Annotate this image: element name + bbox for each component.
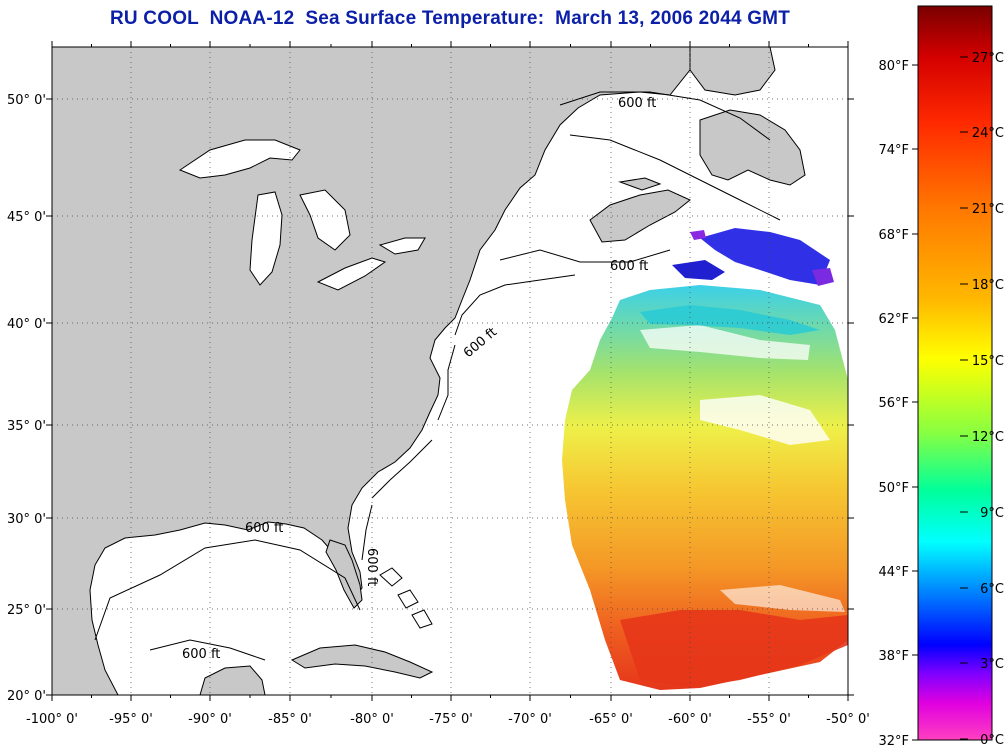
axis-ticks bbox=[46, 41, 854, 701]
colorbar bbox=[917, 5, 993, 741]
colorbar-fahrenheit-label: 32°F bbox=[878, 734, 909, 749]
colorbar-celsius-label: 24°C bbox=[972, 126, 1004, 141]
colorbar-fahrenheit-labels: 80°F 74°F 68°F 62°F 56°F 50°F 44°F 38°F 32°F bbox=[878, 59, 909, 749]
svg-text:600 ft: 600 ft bbox=[245, 521, 283, 536]
sst-swath bbox=[562, 228, 848, 690]
land-pei bbox=[618, 177, 662, 191]
longitude-label: -70° 0' bbox=[508, 712, 552, 727]
land-labrador bbox=[689, 47, 776, 96]
latitude-label: 45° 0' bbox=[7, 210, 46, 225]
land-bahamas bbox=[379, 567, 433, 629]
colorbar-ticks bbox=[912, 56, 968, 741]
svg-text:600 ft: 600 ft bbox=[182, 647, 220, 662]
map-frame bbox=[51, 46, 849, 696]
colorbar-fahrenheit-label: 44°F bbox=[878, 565, 909, 580]
land-newfoundland bbox=[699, 109, 806, 186]
lake-huron bbox=[299, 189, 351, 251]
longitude-label: -75° 0' bbox=[429, 712, 473, 727]
latitude-label: 40° 0' bbox=[7, 317, 46, 332]
colorbar-celsius-label: 18°C bbox=[972, 278, 1004, 293]
longitude-label: -85° 0' bbox=[268, 712, 312, 727]
longitude-label: -90° 0' bbox=[188, 712, 232, 727]
longitude-labels: -100° 0' -95° 0' -90° 0' -85° 0' -80° 0' -75°… bbox=[26, 712, 870, 727]
latitude-label: 50° 0' bbox=[7, 93, 46, 108]
latitude-label: 30° 0' bbox=[7, 512, 46, 527]
colorbar-fahrenheit-label: 50°F bbox=[878, 481, 909, 496]
colorbar-fahrenheit-label: 62°F bbox=[878, 312, 909, 327]
land-nova-scotia bbox=[589, 189, 691, 243]
colorbar-fahrenheit-label: 68°F bbox=[878, 228, 909, 243]
colorbar-fahrenheit-label: 38°F bbox=[878, 649, 909, 664]
isobath-contours bbox=[94, 91, 781, 661]
longitude-label: -65° 0' bbox=[589, 712, 633, 727]
land-cuba bbox=[290, 644, 434, 679]
colorbar-fahrenheit-label: 56°F bbox=[878, 396, 909, 411]
longitude-label: -100° 0' bbox=[26, 712, 78, 727]
colorbar-celsius-label: 6°C bbox=[980, 582, 1004, 597]
svg-text:600 ft: 600 ft bbox=[610, 259, 648, 274]
longitude-label: -80° 0' bbox=[350, 712, 394, 727]
land-north-america bbox=[52, 47, 706, 695]
colorbar-celsius-label: 3°C bbox=[980, 657, 1004, 672]
map-title: RU COOL NOAA-12 Sea Surface Temperature:… bbox=[109, 8, 791, 29]
longitude-label: -55° 0' bbox=[747, 712, 791, 727]
svg-text:600 ft: 600 ft bbox=[618, 96, 656, 111]
lake-erie bbox=[316, 257, 387, 291]
lat-lon-grid bbox=[52, 47, 848, 695]
latitude-label: 35° 0' bbox=[7, 419, 46, 434]
colorbar-celsius-label: 12°C bbox=[972, 430, 1004, 445]
svg-text:600 ft: 600 ft bbox=[364, 548, 379, 586]
colorbar-fahrenheit-label: 74°F bbox=[878, 143, 909, 158]
longitude-label: -50° 0' bbox=[826, 712, 870, 727]
colorbar-celsius-labels: 27°C 24°C 21°C 18°C 15°C 12°C 9°C 6°C 3°C 0°C bbox=[972, 51, 1004, 748]
longitude-label: -95° 0' bbox=[109, 712, 153, 727]
colorbar-fahrenheit-label: 80°F bbox=[878, 59, 909, 74]
latitude-label: 20° 0' bbox=[7, 689, 46, 704]
longitude-label: -60° 0' bbox=[668, 712, 712, 727]
latitude-labels: 50° 0' 45° 0' 40° 0' 35° 0' 30° 0' 25° 0' 20° … bbox=[7, 93, 46, 704]
land-yucatan bbox=[199, 665, 266, 695]
colorbar-celsius-label: 21°C bbox=[972, 202, 1004, 217]
lake-michigan bbox=[249, 191, 283, 286]
colorbar-celsius-label: 0°C bbox=[980, 733, 1004, 748]
lake-ontario bbox=[378, 237, 426, 255]
land-florida bbox=[325, 539, 363, 609]
colorbar-celsius-label: 27°C bbox=[972, 51, 1004, 66]
lake-superior bbox=[178, 139, 301, 179]
colorbar-celsius-label: 15°C bbox=[972, 354, 1004, 369]
latitude-label: 25° 0' bbox=[7, 603, 46, 618]
colorbar-celsius-label: 9°C bbox=[980, 506, 1004, 521]
